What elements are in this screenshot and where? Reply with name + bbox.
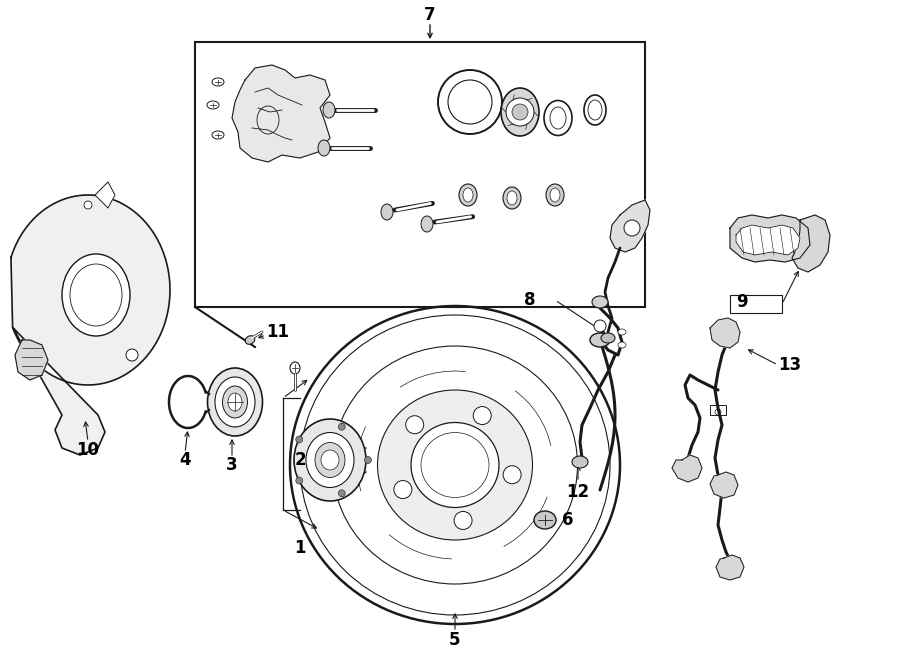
Circle shape bbox=[406, 416, 424, 434]
Ellipse shape bbox=[459, 184, 477, 206]
Text: 8: 8 bbox=[524, 291, 536, 309]
Ellipse shape bbox=[62, 254, 130, 336]
Bar bbox=[195, 42, 645, 307]
Ellipse shape bbox=[584, 95, 606, 125]
Ellipse shape bbox=[381, 204, 393, 220]
Polygon shape bbox=[736, 225, 800, 255]
Polygon shape bbox=[672, 455, 702, 482]
Ellipse shape bbox=[222, 386, 248, 418]
Ellipse shape bbox=[212, 131, 224, 139]
Ellipse shape bbox=[294, 419, 366, 501]
Ellipse shape bbox=[546, 184, 564, 206]
Ellipse shape bbox=[592, 296, 608, 308]
Text: 12: 12 bbox=[566, 483, 590, 501]
Polygon shape bbox=[710, 318, 740, 348]
Ellipse shape bbox=[323, 102, 335, 118]
Circle shape bbox=[503, 466, 521, 484]
Circle shape bbox=[338, 423, 346, 430]
Ellipse shape bbox=[618, 329, 626, 335]
Circle shape bbox=[624, 220, 640, 236]
Polygon shape bbox=[710, 472, 738, 498]
Polygon shape bbox=[11, 195, 170, 455]
Ellipse shape bbox=[212, 78, 224, 86]
Text: 5: 5 bbox=[449, 631, 461, 649]
Ellipse shape bbox=[207, 101, 219, 109]
Ellipse shape bbox=[463, 188, 473, 202]
Text: 2: 2 bbox=[294, 451, 306, 469]
Ellipse shape bbox=[377, 390, 533, 540]
Text: 3: 3 bbox=[226, 456, 238, 474]
Ellipse shape bbox=[228, 393, 242, 411]
Text: 13: 13 bbox=[778, 356, 802, 374]
Text: 1: 1 bbox=[294, 539, 306, 557]
Polygon shape bbox=[15, 340, 48, 380]
Circle shape bbox=[473, 407, 491, 424]
Ellipse shape bbox=[618, 342, 626, 348]
Ellipse shape bbox=[501, 88, 539, 136]
Circle shape bbox=[296, 477, 302, 484]
Circle shape bbox=[594, 320, 606, 332]
Ellipse shape bbox=[572, 456, 588, 468]
Text: 4: 4 bbox=[179, 451, 191, 469]
Circle shape bbox=[84, 201, 92, 209]
Bar bbox=[730, 295, 782, 313]
Ellipse shape bbox=[544, 100, 572, 136]
Text: 11: 11 bbox=[266, 323, 290, 341]
Circle shape bbox=[338, 490, 346, 497]
Ellipse shape bbox=[306, 432, 354, 488]
Polygon shape bbox=[716, 555, 744, 580]
Ellipse shape bbox=[215, 377, 255, 427]
Ellipse shape bbox=[332, 346, 578, 584]
Ellipse shape bbox=[601, 333, 615, 343]
Ellipse shape bbox=[208, 368, 263, 436]
Ellipse shape bbox=[411, 422, 499, 508]
Text: 7: 7 bbox=[424, 6, 436, 24]
Polygon shape bbox=[792, 215, 830, 272]
Polygon shape bbox=[232, 65, 330, 162]
Ellipse shape bbox=[421, 216, 433, 232]
Bar bbox=[710, 405, 726, 415]
Ellipse shape bbox=[590, 333, 610, 347]
Ellipse shape bbox=[290, 362, 300, 374]
Circle shape bbox=[296, 436, 302, 443]
Circle shape bbox=[448, 80, 492, 124]
Circle shape bbox=[394, 481, 412, 498]
Ellipse shape bbox=[321, 450, 339, 470]
Circle shape bbox=[512, 104, 528, 120]
Polygon shape bbox=[95, 182, 115, 208]
Ellipse shape bbox=[503, 187, 521, 209]
Ellipse shape bbox=[315, 442, 345, 477]
Polygon shape bbox=[610, 200, 650, 252]
Circle shape bbox=[506, 98, 534, 126]
Polygon shape bbox=[730, 215, 810, 262]
Ellipse shape bbox=[550, 188, 560, 202]
Text: 6: 6 bbox=[562, 511, 574, 529]
Circle shape bbox=[126, 349, 138, 361]
Text: 10: 10 bbox=[76, 441, 100, 459]
Ellipse shape bbox=[318, 140, 330, 156]
Ellipse shape bbox=[534, 511, 556, 529]
Circle shape bbox=[454, 512, 472, 529]
Ellipse shape bbox=[245, 336, 255, 344]
Text: 9: 9 bbox=[736, 293, 748, 311]
Circle shape bbox=[364, 457, 372, 463]
Ellipse shape bbox=[507, 191, 517, 205]
